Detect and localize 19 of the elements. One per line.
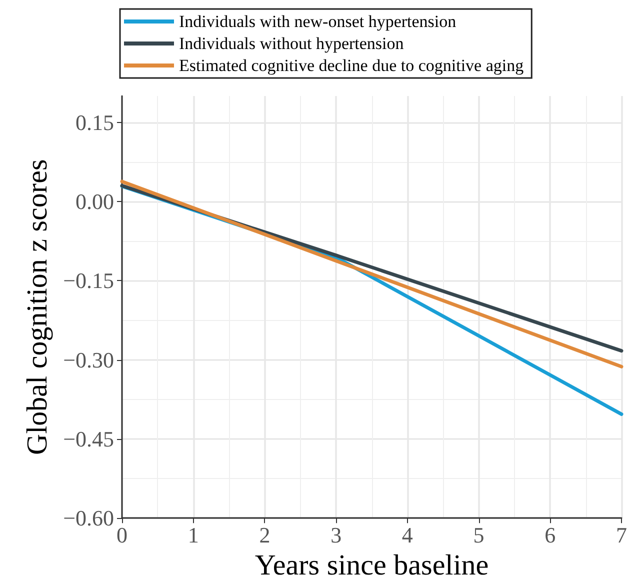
y-tick-label: 0.00 — [76, 189, 114, 214]
y-tick-label: −0.45 — [63, 426, 114, 452]
legend-label: Estimated cognitive decline due to cognitive aging — [179, 56, 524, 75]
x-tick-label: 0 — [116, 522, 128, 548]
x-tick-label: 2 — [259, 522, 270, 548]
x-tick-label: 3 — [330, 522, 342, 548]
x-tick-label: 7 — [616, 522, 627, 548]
x-tick-label: 4 — [402, 522, 413, 548]
x-tick-label: 5 — [473, 522, 484, 548]
y-tick-label: −0.60 — [63, 506, 114, 531]
y-axis-title: Global cognition z scores — [22, 159, 54, 455]
y-tick-label: −0.30 — [63, 347, 114, 372]
x-axis-title: Years since baseline — [254, 550, 489, 582]
legend-label: Individuals with new-onset hypertension — [179, 12, 457, 31]
y-tick-label: 0.15 — [76, 110, 114, 135]
legend-label: Individuals without hypertension — [179, 34, 404, 53]
x-tick-label: 6 — [544, 522, 556, 548]
x-tick-label: 1 — [188, 522, 199, 548]
y-tick-label: −0.15 — [63, 268, 114, 294]
